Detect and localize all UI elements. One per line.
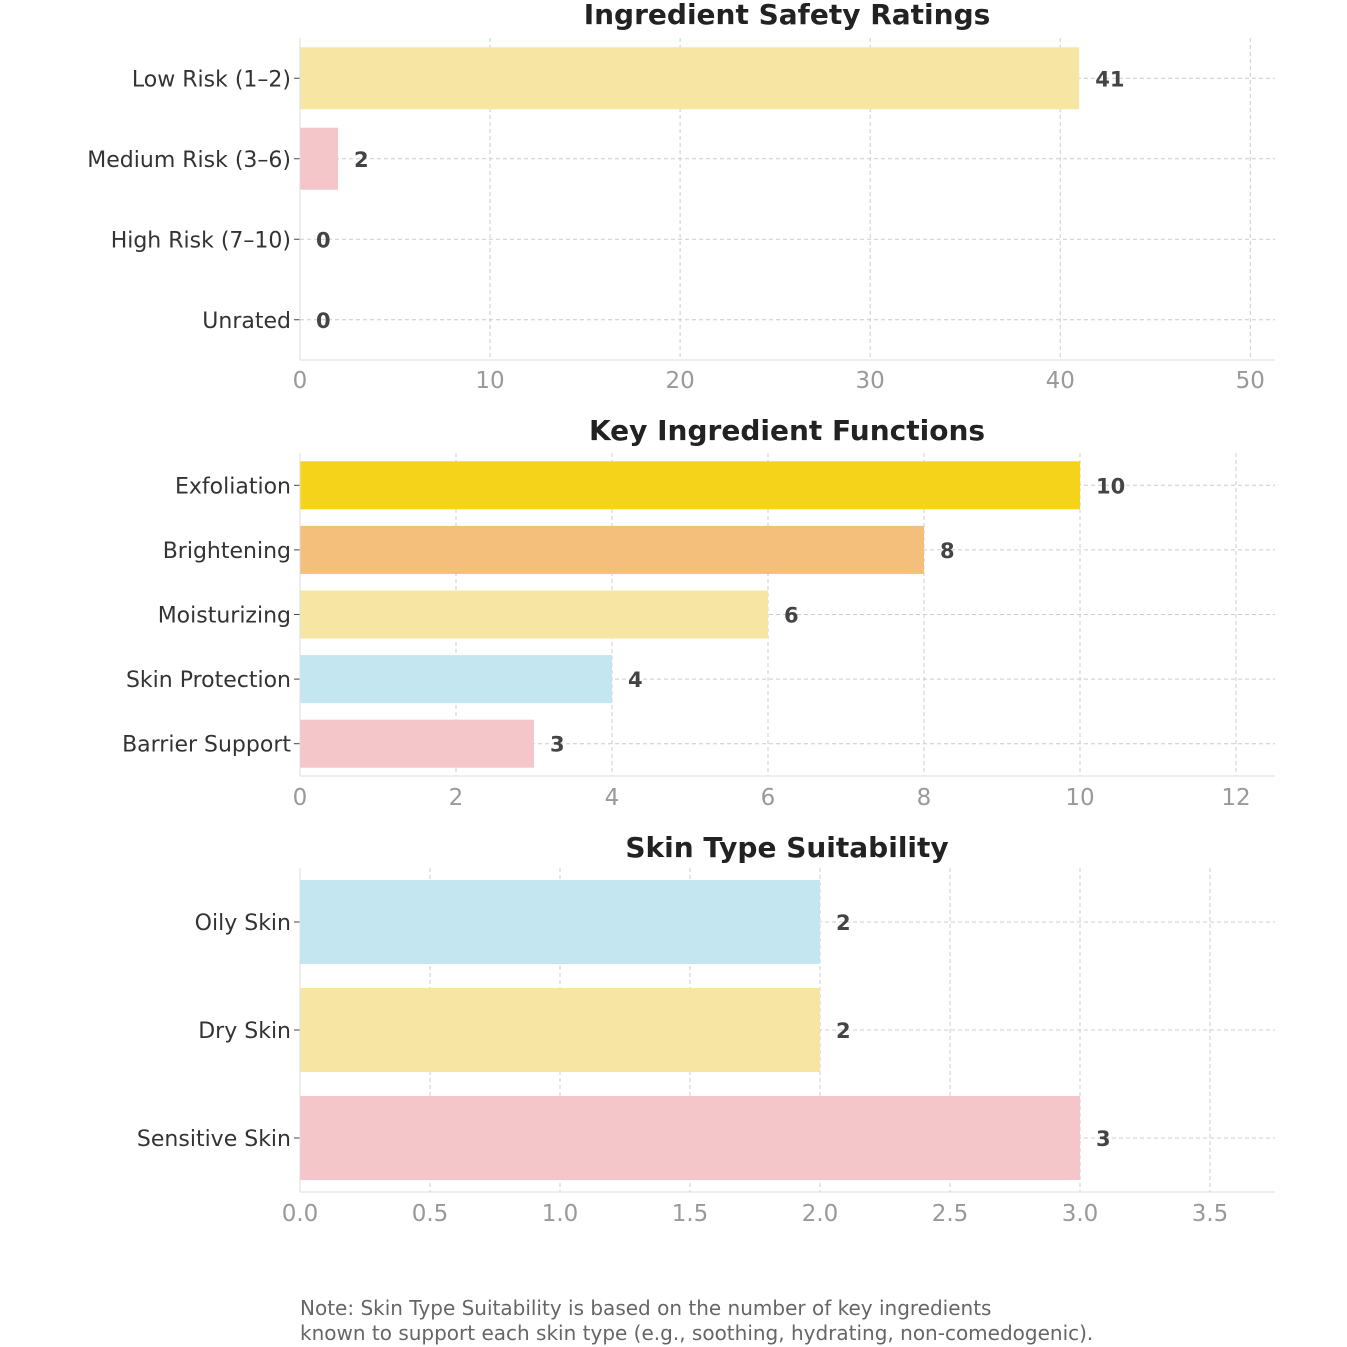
x-tick-label: 3.0 <box>1062 1201 1099 1227</box>
chart-title: Ingredient Safety Ratings <box>584 0 991 31</box>
bar <box>300 590 768 639</box>
x-tick-label: 0 <box>293 368 308 394</box>
x-tick-label: 1.0 <box>542 1201 579 1227</box>
x-tick-label: 0.0 <box>282 1201 319 1227</box>
y-tick-label: Brightening <box>163 539 291 564</box>
x-tick-label: 20 <box>665 368 694 394</box>
x-tick-label: 4 <box>605 785 620 811</box>
bar <box>300 461 1080 510</box>
x-tick-label: 6 <box>761 785 776 811</box>
footnote: Note: Skin Type Suitability is based on … <box>300 1296 1093 1346</box>
data-label: 0 <box>316 309 331 333</box>
x-tick-label: 10 <box>475 368 504 394</box>
x-tick-label: 10 <box>1065 785 1094 811</box>
x-tick-label: 30 <box>856 368 885 394</box>
x-tick-label: 0 <box>293 785 308 811</box>
data-label: 2 <box>354 148 369 172</box>
x-tick-label: 40 <box>1046 368 1075 394</box>
bar <box>300 525 924 574</box>
data-label: 2 <box>836 1019 851 1043</box>
x-tick-label: 0.5 <box>412 1201 449 1227</box>
y-tick-label: Sensitive Skin <box>137 1127 291 1152</box>
data-label: 0 <box>316 228 331 252</box>
y-tick-label: Oily Skin <box>195 911 291 936</box>
bar <box>300 988 820 1072</box>
y-tick-label: Unrated <box>202 309 291 334</box>
chart-title: Key Ingredient Functions <box>589 414 985 447</box>
y-tick-label: Barrier Support <box>122 733 291 758</box>
x-tick-label: 2 <box>449 785 464 811</box>
y-tick-label: Low Risk (1–2) <box>132 67 291 92</box>
data-label: 2 <box>836 911 851 935</box>
bar <box>300 719 534 768</box>
x-tick-label: 1.5 <box>672 1201 709 1227</box>
y-tick-label: Medium Risk (3–6) <box>87 148 291 173</box>
x-tick-label: 2.0 <box>802 1201 839 1227</box>
data-label: 3 <box>550 733 565 757</box>
data-label: 8 <box>940 539 955 563</box>
x-tick-label: 50 <box>1236 368 1265 394</box>
bar <box>300 1096 1080 1180</box>
data-label: 4 <box>628 668 643 692</box>
bar <box>300 880 820 964</box>
y-tick-label: Skin Protection <box>126 668 291 693</box>
data-label: 10 <box>1096 474 1125 498</box>
bar <box>300 655 612 704</box>
x-tick-label: 2.5 <box>932 1201 969 1227</box>
chart-title: Skin Type Suitability <box>625 831 948 864</box>
y-tick-label: Moisturizing <box>158 604 291 629</box>
footnote-line-1: Note: Skin Type Suitability is based on … <box>300 1296 992 1320</box>
y-tick-label: High Risk (7–10) <box>111 228 291 253</box>
bar <box>300 127 339 190</box>
x-tick-label: 12 <box>1221 785 1250 811</box>
y-tick-label: Exfoliation <box>175 474 291 499</box>
data-label: 3 <box>1096 1127 1111 1151</box>
bar <box>300 47 1080 110</box>
x-tick-label: 3.5 <box>1192 1201 1229 1227</box>
data-label: 6 <box>784 604 799 628</box>
y-tick-label: Dry Skin <box>198 1019 291 1044</box>
data-label: 41 <box>1095 67 1124 91</box>
x-tick-label: 8 <box>917 785 932 811</box>
footnote-line-2: known to support each skin type (e.g., s… <box>300 1321 1094 1345</box>
